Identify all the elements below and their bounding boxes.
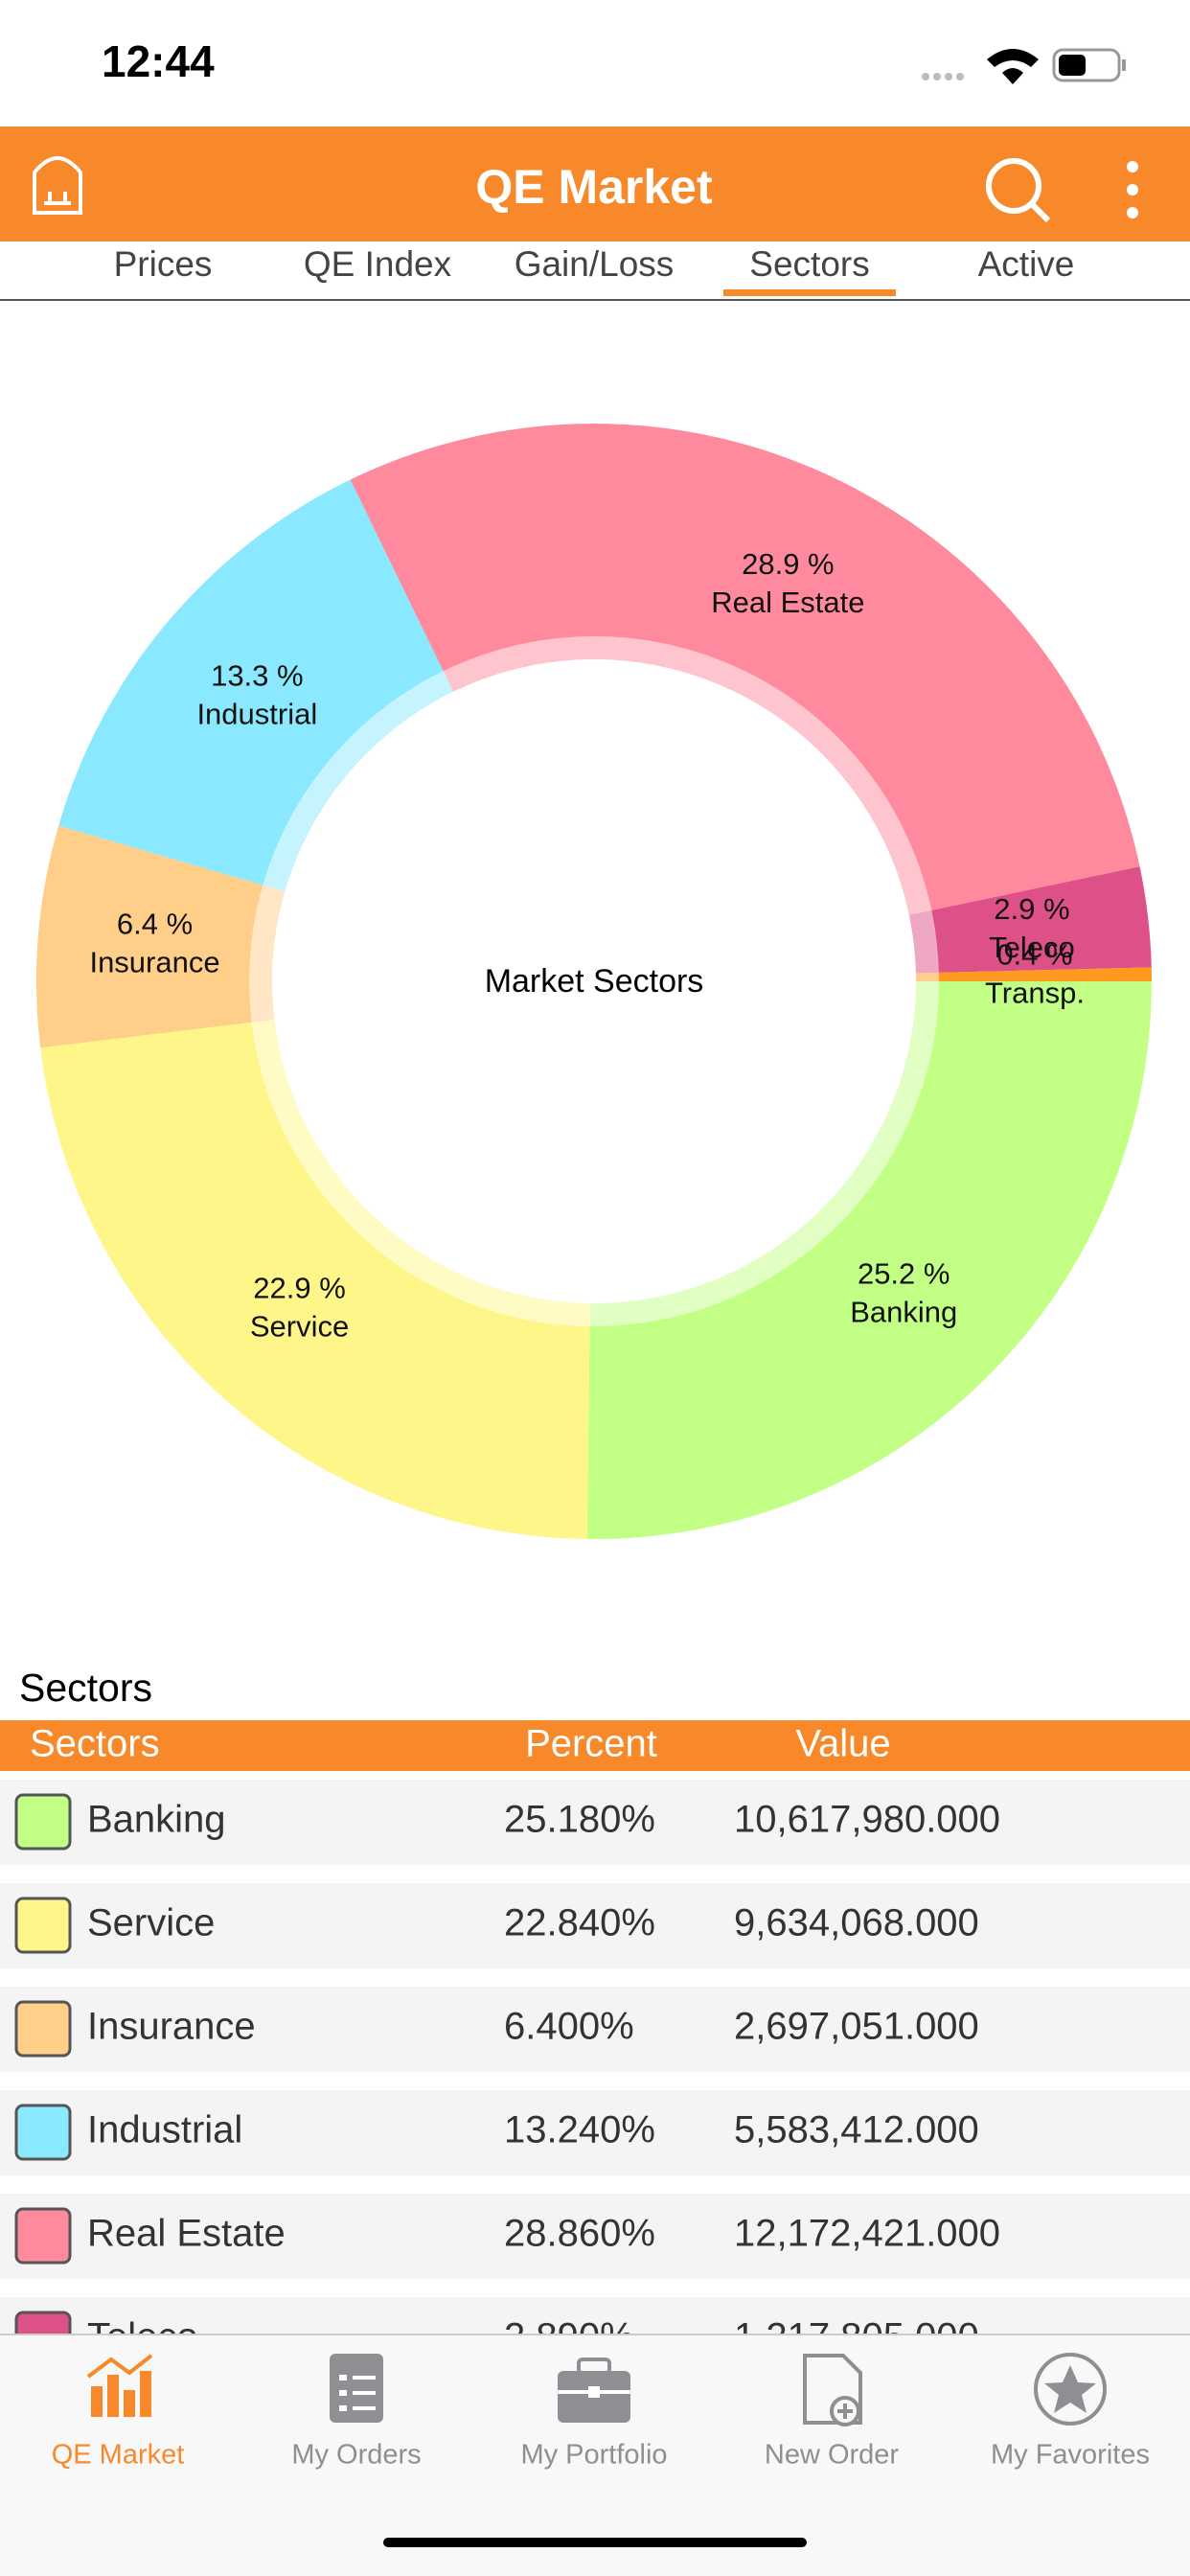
table-title: Sectors: [19, 1666, 152, 1710]
sector-name: Service: [87, 1902, 215, 1944]
color-swatch: [14, 1897, 72, 1954]
tab[interactable]: Prices: [114, 244, 213, 284]
column-header: Value: [795, 1723, 890, 1765]
slice-value-label: 13.3 %: [211, 659, 304, 693]
sector-value: 9,634,068.000: [734, 1902, 979, 1944]
tab[interactable]: Active: [978, 244, 1075, 284]
sector-value: 5,583,412.000: [734, 2109, 979, 2151]
table-row[interactable]: [0, 1987, 1190, 2072]
donut-slice: [586, 981, 1152, 1539]
slice-value-label: 0.4 %: [996, 937, 1072, 971]
sector-value: 2,697,051.000: [734, 2006, 979, 2048]
table-row[interactable]: [0, 2090, 1190, 2175]
column-header: Percent: [525, 1723, 657, 1765]
search-button[interactable]: [986, 158, 1051, 223]
sector-percent: 13.240%: [504, 2109, 655, 2151]
tab-bar-item[interactable]: My Orders: [291, 2440, 421, 2471]
slice-label: Industrial: [196, 698, 317, 731]
tab[interactable]: Sectors: [749, 244, 869, 284]
sector-percent: 25.180%: [504, 1799, 655, 1841]
donut-slice: [908, 866, 1152, 974]
tab-bar-item[interactable]: My Portfolio: [520, 2440, 667, 2471]
tab-icons: [86, 2353, 1107, 2426]
slice-label: Service: [250, 1309, 349, 1343]
sector-value: 12,172,421.000: [734, 2213, 1000, 2255]
sector-value: 10,617,980.000: [734, 1799, 1000, 1841]
tab-bar-item[interactable]: My Favorites: [991, 2440, 1150, 2471]
donut-slice: [915, 967, 1152, 981]
slice-label: Banking: [850, 1295, 957, 1328]
sector-percent: 28.860%: [504, 2213, 655, 2255]
table-header: [0, 1720, 1190, 1771]
color-swatch: [14, 2000, 72, 2058]
donut-hole: [272, 659, 916, 1303]
tab-bar-item[interactable]: New Order: [765, 2440, 900, 2471]
sector-name: Banking: [87, 1799, 226, 1841]
status-time: 12:44: [102, 36, 215, 86]
donut-inner-ring: [249, 636, 939, 1326]
tab-bar-item[interactable]: QE Market: [52, 2440, 185, 2471]
slice-value-label: 6.4 %: [117, 908, 193, 941]
tab[interactable]: QE Index: [304, 244, 452, 284]
table-row[interactable]: [0, 1883, 1190, 1968]
slice-label: Insurance: [89, 946, 219, 979]
slice-value-label: 2.9 %: [994, 892, 1069, 926]
donut-slice: [350, 424, 1140, 915]
menu-button[interactable]: [1127, 161, 1138, 218]
color-swatch: [14, 2104, 72, 2161]
color-swatch: [14, 2207, 72, 2265]
slice-value-label: 25.2 %: [858, 1256, 950, 1290]
sector-percent: 22.840%: [504, 1902, 655, 1944]
sector-percent: 6.400%: [504, 2006, 634, 2048]
donut-slice: [40, 1020, 590, 1539]
active-tab-indicator: [723, 289, 896, 296]
chart-center-title: Market Sectors: [485, 963, 704, 1000]
donut-slice: [35, 825, 286, 1048]
app-logo[interactable]: [33, 156, 82, 215]
color-swatch: [14, 1793, 72, 1851]
slice-value-label: 28.9 %: [742, 547, 835, 581]
header-title: QE Market: [475, 160, 713, 214]
table-row[interactable]: [0, 1780, 1190, 1865]
home-indicator: [383, 2538, 807, 2547]
sector-name: Real Estate: [87, 2213, 286, 2255]
status-icons: [922, 48, 1126, 84]
donut-slice: [58, 479, 454, 892]
slice-label: Teleco: [989, 931, 1075, 964]
sector-name: Industrial: [87, 2109, 242, 2151]
slice-label: Transp.: [985, 976, 1085, 1009]
table-row[interactable]: [0, 2194, 1190, 2279]
column-header: Sectors: [30, 1723, 160, 1765]
tab[interactable]: Gain/Loss: [515, 244, 675, 284]
slice-value-label: 22.9 %: [253, 1271, 346, 1304]
slice-label: Real Estate: [711, 586, 864, 619]
sector-name: Insurance: [87, 2006, 256, 2048]
